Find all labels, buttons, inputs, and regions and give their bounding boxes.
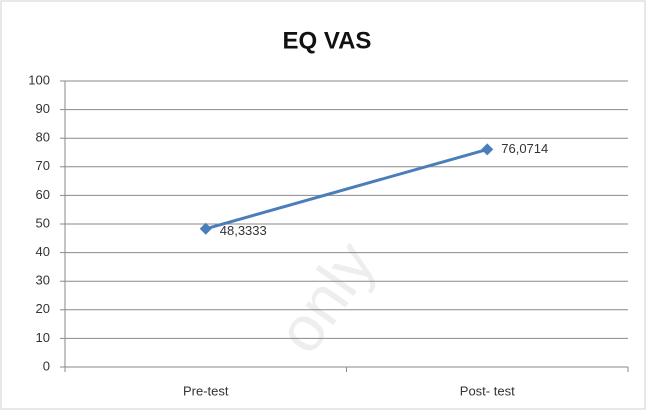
data-point [481, 143, 494, 156]
x-tick-label: Pre-test [183, 383, 229, 398]
y-tick-label: 30 [36, 273, 50, 288]
y-tick-label: 0 [43, 358, 50, 373]
data-label: 48,3333 [220, 223, 267, 238]
y-tick-label: 20 [36, 301, 50, 316]
chart-title: EQ VAS [283, 27, 372, 54]
data-line [205, 147, 488, 231]
x-tick-label: Post- test [460, 383, 515, 398]
y-tick-label: 100 [28, 72, 50, 87]
y-tick-label: 70 [36, 158, 50, 173]
y-tick-label: 90 [36, 101, 50, 116]
y-tick-label: 60 [36, 187, 50, 202]
data-label: 76,0714 [501, 141, 548, 156]
y-tick-label: 40 [36, 244, 50, 259]
y-tick-label: 50 [36, 215, 50, 230]
data-point [199, 222, 212, 235]
y-tick-label: 10 [36, 330, 50, 345]
y-tick-label: 80 [36, 130, 50, 145]
